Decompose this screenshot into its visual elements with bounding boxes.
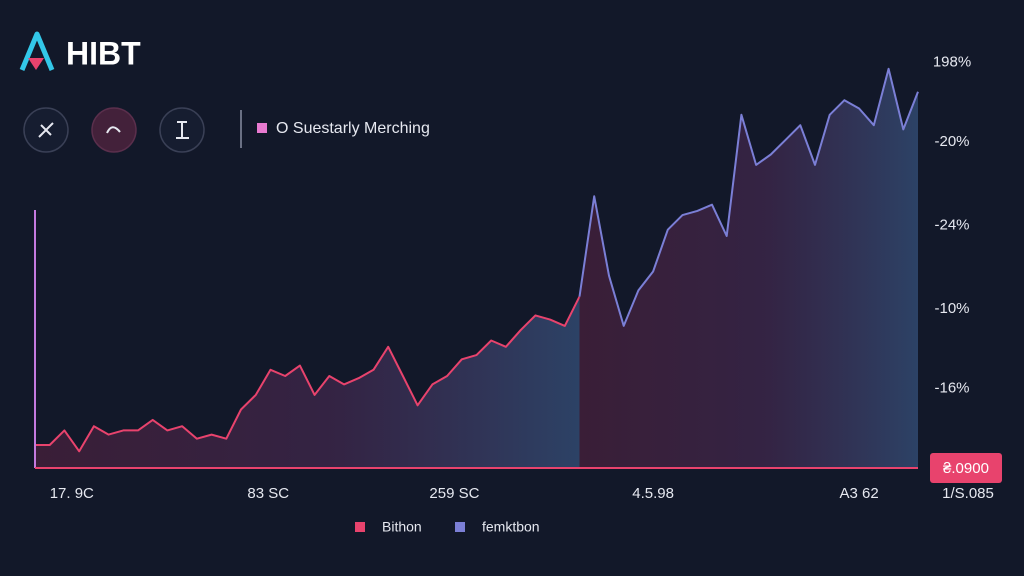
y-tick-label: -16% [934, 380, 969, 397]
line [578, 67, 919, 327]
x-tick-label: A3 62 [840, 485, 879, 502]
y-tick-label: -24% [934, 217, 969, 234]
tool-icon [106, 126, 121, 134]
price-badge [930, 453, 1002, 483]
corner-label: 1/S.085 [942, 485, 994, 502]
x-tick-label: 4.5.98 [632, 485, 674, 502]
y-tick-label: -10% [934, 300, 969, 317]
legend-swatch [455, 522, 465, 532]
toolbar [23, 107, 267, 153]
tool-button[interactable] [91, 107, 137, 153]
y-tick-label: 198% [933, 54, 971, 71]
toolbar-label: O Suestarly Merching [276, 120, 430, 137]
x-tick-label: 83 SC [247, 485, 289, 502]
tool-icon [176, 121, 189, 139]
y-tick-label: -20% [934, 133, 969, 150]
x-tick-label: 259 SC [429, 485, 479, 502]
legend-label: femktbon [482, 519, 540, 535]
price-label: ₴.0900 [943, 460, 989, 477]
toolbar-swatch [257, 123, 267, 133]
tool-icon [38, 122, 54, 138]
legend-label: Bithon [382, 519, 422, 535]
x-tick-label: 17. 9C [50, 485, 94, 502]
legend-swatch [355, 522, 365, 532]
logo-text: HIBT [66, 35, 141, 71]
area [579, 68, 918, 469]
logo [19, 31, 55, 71]
line [35, 296, 581, 453]
